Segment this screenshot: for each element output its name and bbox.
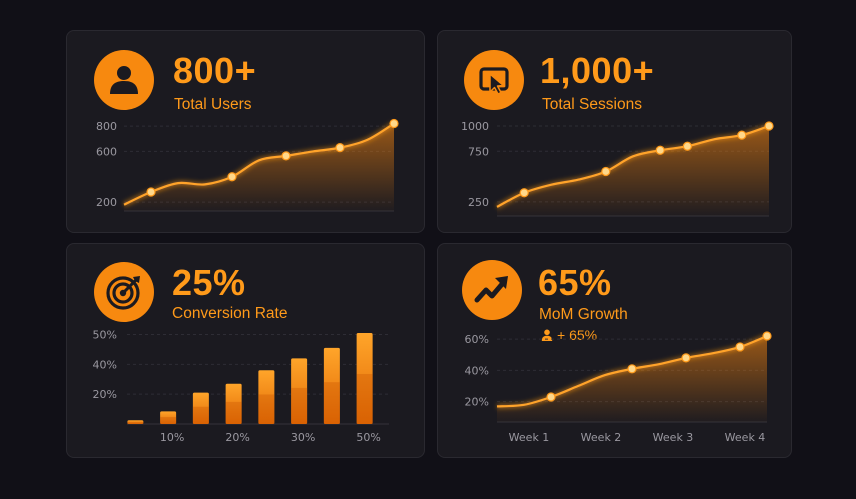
data-point (335, 143, 345, 153)
x-tick-label: Week 1 (509, 431, 550, 444)
data-point (519, 188, 529, 198)
y-tick-label: 600 (96, 145, 117, 158)
bar (192, 392, 209, 424)
total-sessions-label: Total Sessions (542, 96, 642, 113)
bar (160, 411, 177, 424)
x-tick-label: 10% (160, 431, 184, 444)
mom-growth-chart: 20% 40% 60% Week 1 Week 2 Week 3 Week 4 (465, 331, 772, 444)
cursor-screen-icon (464, 50, 524, 110)
x-tick-label: Week 3 (653, 431, 694, 444)
bar (225, 383, 242, 424)
bar-shade (356, 373, 373, 424)
series-line (496, 124, 770, 208)
bar (127, 420, 144, 424)
y-tick-label: 20% (465, 396, 489, 409)
bar (258, 370, 275, 424)
mom-growth-note: + 65% (541, 328, 597, 342)
total-users-value: 800+ (173, 50, 257, 91)
bar-shade (225, 401, 242, 424)
data-point (146, 187, 156, 197)
total-sessions-value: 1,000+ (540, 50, 655, 91)
bar-shade (127, 421, 144, 424)
user-small-icon (541, 329, 553, 341)
conversion-rate-value: 25% (172, 262, 246, 303)
data-point (281, 151, 291, 161)
bar-shade (160, 417, 177, 424)
y-tick-label: 1000 (461, 120, 489, 133)
x-tick-label: 50% (356, 431, 380, 444)
bar (291, 358, 308, 424)
data-point (737, 130, 747, 140)
x-tick-label: 20% (225, 431, 249, 444)
bar (356, 333, 373, 424)
data-point (735, 342, 745, 352)
y-tick-label: 40% (93, 358, 117, 371)
mom-growth-card: 65% MoM Growth + 65% 20% 40% 60% Week 1 Week… (437, 243, 792, 458)
y-tick-label: 40% (465, 364, 489, 377)
user-icon (94, 50, 154, 110)
total-users-card: 800+ Total Users 200 600 800 (66, 30, 425, 233)
data-point (682, 141, 692, 151)
area-fill (497, 126, 769, 216)
total-users-chart: 200 600 800 (96, 118, 399, 212)
data-point (601, 166, 611, 177)
mom-growth-label: MoM Growth (539, 306, 628, 323)
series-line (123, 122, 395, 206)
data-point (227, 172, 237, 182)
bar-shade (192, 406, 209, 424)
bar-shade (291, 387, 308, 424)
data-point (681, 353, 691, 363)
data-point (627, 364, 637, 374)
conversion-rate-card: 25% Conversion Rate 20% 40% 50% 10% 20% 30% 50… (66, 243, 425, 458)
mom-growth-value: 65% (538, 262, 612, 303)
y-tick-label: 250 (468, 196, 489, 209)
y-tick-label: 800 (96, 120, 117, 133)
y-tick-label: 750 (468, 145, 489, 158)
data-point (546, 392, 556, 402)
data-point (655, 145, 665, 155)
target-icon (94, 262, 154, 322)
x-tick-label: Week 2 (581, 431, 622, 444)
y-tick-label: 60% (465, 333, 489, 346)
y-tick-label: 50% (93, 328, 117, 341)
total-sessions-chart: 250 750 1000 (461, 120, 774, 217)
bar-shade (258, 394, 275, 424)
x-tick-label: Week 4 (725, 431, 766, 444)
conversion-rate-label: Conversion Rate (172, 305, 288, 322)
total-sessions-card: 1,000+ Total Sessions 250 750 1000 (437, 30, 792, 233)
area-fill (124, 123, 394, 211)
y-tick-label: 20% (93, 388, 117, 401)
data-point (762, 331, 772, 341)
total-users-label: Total Users (174, 96, 252, 113)
data-point (389, 118, 399, 129)
bar (323, 347, 340, 424)
mom-growth-note-text: + 65% (557, 327, 598, 343)
x-tick-label: 30% (291, 431, 315, 444)
trend-up-icon (462, 260, 522, 320)
conversion-rate-chart: 20% 40% 50% 10% 20% 30% 50% (93, 328, 389, 444)
data-point (764, 121, 774, 131)
bar-shade (323, 382, 340, 424)
y-tick-label: 200 (96, 196, 117, 209)
